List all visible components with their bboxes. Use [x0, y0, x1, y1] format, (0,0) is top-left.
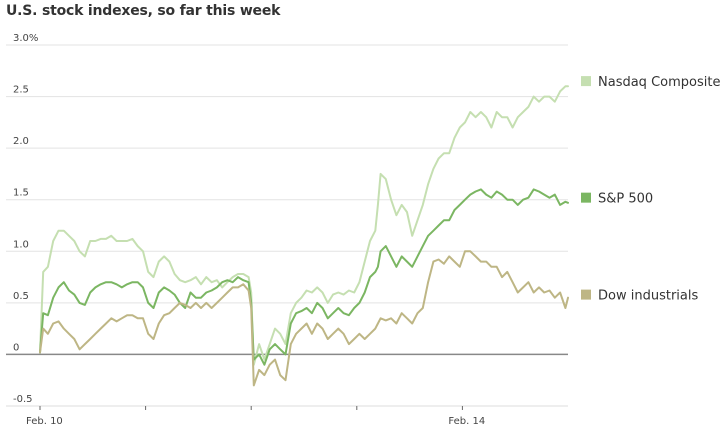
y-tick-label: 1.5 — [13, 188, 29, 199]
y-tick-label: -0.5 — [13, 394, 33, 405]
y-tick-label: 0 — [13, 342, 19, 353]
series-line-dow-industrials — [39, 250, 569, 387]
legend-label: Nasdaq Composite — [598, 75, 720, 90]
chart-title: U.S. stock indexes, so far this week — [6, 3, 281, 19]
x-tick-label: Feb. 10 — [26, 416, 63, 427]
x-tick-label: Feb. 14 — [448, 416, 485, 427]
legend-swatch — [581, 192, 591, 203]
series-line-s-p-500 — [39, 188, 569, 366]
legend-swatch — [581, 76, 591, 87]
legend-label: Dow industrials — [598, 289, 698, 304]
legend-swatch — [581, 289, 591, 300]
y-tick-label: 2.0 — [13, 136, 29, 147]
y-tick-label: 2.5 — [13, 85, 29, 96]
y-tick-label: 3.0% — [13, 33, 38, 44]
y-tick-label: 1.0 — [13, 239, 29, 250]
legend-label: S&P 500 — [598, 192, 653, 207]
y-tick-label: 0.5 — [13, 291, 29, 302]
series-line-nasdaq-composite — [39, 85, 569, 366]
